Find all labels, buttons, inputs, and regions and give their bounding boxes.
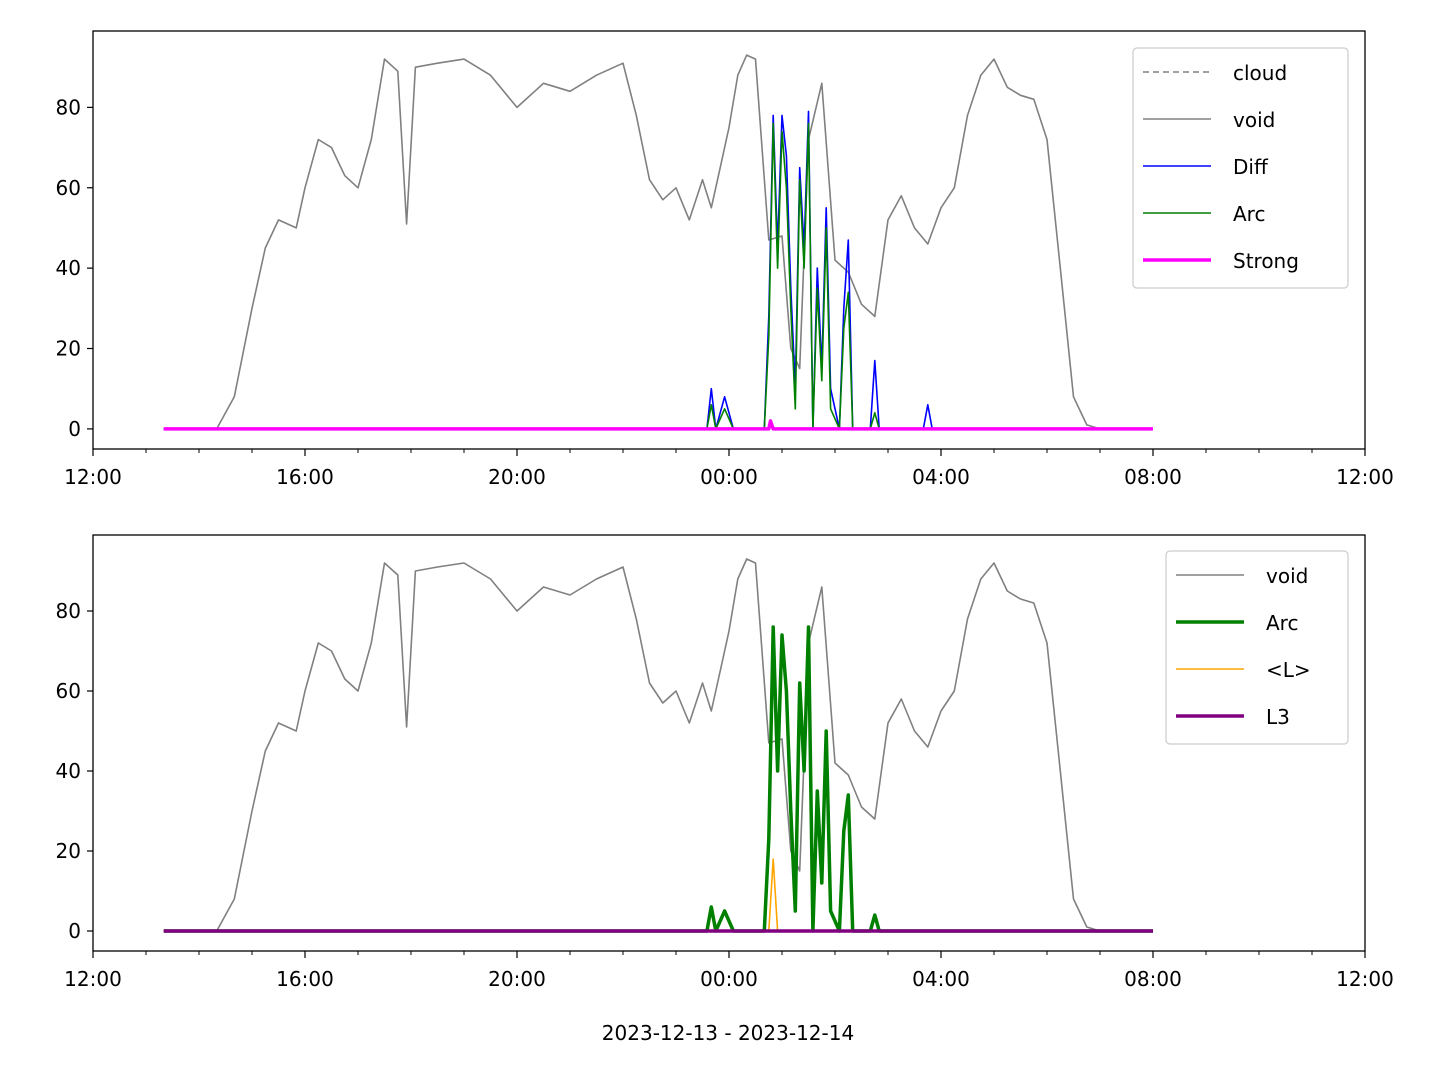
legend-label: L3 [1266,705,1290,729]
series-line-void [163,54,1153,430]
x-tick-label: 20:00 [488,465,546,489]
legend-label: Diff [1233,155,1269,179]
legend-box [1132,47,1349,289]
x-tick-label: 12:00 [64,465,122,489]
x-tick-label: 08:00 [1124,465,1182,489]
x-tick-label: 12:00 [1336,967,1394,991]
legend-box [1165,550,1349,745]
x-tick-label: 16:00 [276,967,334,991]
y-tick-label: 80 [56,599,81,623]
legend: void Arc <L> L3 [1165,550,1349,745]
y-tick-label: 60 [56,176,81,200]
y-tick-label: 60 [56,679,81,703]
y-tick-label: 20 [56,839,81,863]
x-tick-label: 04:00 [912,967,970,991]
legend-label: Strong [1233,249,1299,273]
legend-label: void [1266,564,1308,588]
x-tick-label: 12:00 [64,967,122,991]
x-tick-label: 04:00 [912,465,970,489]
series-line-void [163,558,1153,932]
legend-label: cloud [1233,61,1287,85]
x-tick-label: 00:00 [700,967,758,991]
x-tick-label: 12:00 [1336,465,1394,489]
series-line-strong [163,419,1153,431]
x-tick-label: 16:00 [276,465,334,489]
legend-label: Arc [1266,611,1298,635]
x-tick-label: 20:00 [488,967,546,991]
x-axis-label: 2023-12-13 - 2023-12-14 [602,1021,854,1045]
chart-panel-2: 0 20 40 60 80 12:00 16:00 20:00 00:00 04:00 08:00 1… [56,534,1394,991]
legend-label: <L> [1266,658,1311,682]
series-line-arc [163,122,1153,430]
series-line-l [163,858,1153,932]
y-tick-label: 0 [68,919,81,943]
legend: cloud void Diff Arc Strong [1132,47,1349,289]
chart-panel-1: 0 20 40 60 80 12:00 16:00 20:00 00:00 04:00 08:00 1… [56,30,1394,489]
series-line-arc [163,625,1153,933]
y-tick-label: 80 [56,95,81,119]
legend-label: void [1233,108,1275,132]
x-tick-label: 08:00 [1124,967,1182,991]
legend-label: Arc [1233,202,1265,226]
x-tick-label: 00:00 [700,465,758,489]
y-tick-label: 20 [56,337,81,361]
y-tick-label: 40 [56,759,81,783]
y-tick-label: 40 [56,256,81,280]
y-tick-label: 0 [68,417,81,441]
